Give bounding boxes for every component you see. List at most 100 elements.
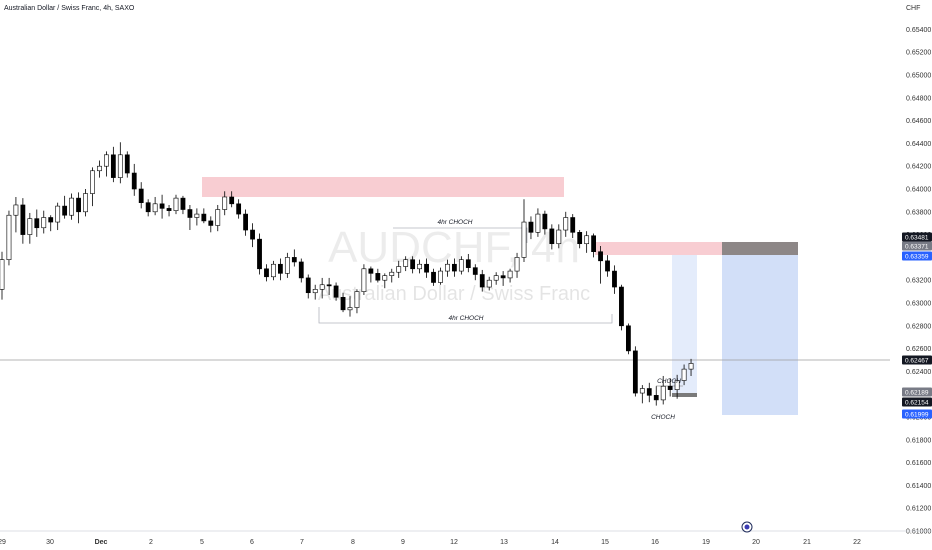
candle xyxy=(417,259,422,274)
y-tick-label: 0.62600 xyxy=(906,346,931,353)
candle xyxy=(152,196,158,216)
candle xyxy=(660,375,666,405)
bullish-candle-body xyxy=(535,213,541,233)
bearish-candle-body xyxy=(612,270,617,288)
bearish-candle-body xyxy=(542,213,548,230)
bullish-candle-body xyxy=(458,259,464,272)
bearish-candle-body xyxy=(291,257,297,263)
candle xyxy=(528,216,534,240)
candle xyxy=(117,142,123,184)
candle xyxy=(257,233,262,275)
logo-icon[interactable] xyxy=(741,521,753,533)
candle xyxy=(229,191,235,208)
currency-label: CHF xyxy=(906,5,920,12)
candle xyxy=(208,216,214,233)
annotations: 4hr CHOCH 4hr CHOCH CHOCH CHOCH xyxy=(437,219,681,421)
candle xyxy=(264,264,269,282)
time-axis[interactable]: 29 30 Dec 2 5 6 7 8 9 12 13 14 15 16 19 20 21 22 xyxy=(0,530,932,546)
bullish-candle-body xyxy=(584,235,590,245)
candle xyxy=(131,163,137,196)
x-tick-label: 12 xyxy=(450,539,458,546)
candle xyxy=(0,251,5,300)
x-tick-label: 6 xyxy=(250,539,254,546)
candle xyxy=(472,264,478,281)
x-tick-label: 16 xyxy=(651,539,659,546)
bearish-candle-body xyxy=(570,217,576,233)
candle xyxy=(632,346,638,397)
candle xyxy=(55,202,61,231)
price-badge-label: 0.61999 xyxy=(905,411,929,418)
bearish-candle-body xyxy=(605,260,610,272)
annotation-choch-small: CHOCH xyxy=(657,378,681,385)
candle xyxy=(639,385,645,404)
price-badge-label: 0.63481 xyxy=(905,234,929,241)
bullish-candle-body xyxy=(6,214,12,260)
candle xyxy=(347,296,353,317)
watermark-name: Australian Dollar / Swiss Franc xyxy=(318,283,590,305)
x-tick-label: 30 xyxy=(46,539,54,546)
y-tick-label: 0.62800 xyxy=(906,323,931,330)
bullish-candle-body xyxy=(83,193,88,213)
bearish-candle-body xyxy=(264,268,269,278)
candle xyxy=(201,208,207,224)
bullish-candle-body xyxy=(438,270,443,283)
candle xyxy=(97,160,102,178)
bullish-candle-body xyxy=(194,213,200,218)
supply-zone-upper[interactable] xyxy=(202,177,564,197)
bearish-candle-body xyxy=(48,217,54,223)
price-badge-label: 0.62154 xyxy=(905,399,929,406)
candle xyxy=(667,378,673,397)
bearish-candle-body xyxy=(646,388,652,396)
candle xyxy=(361,264,367,296)
bearish-candle-body xyxy=(333,285,339,298)
small-position-stop-zone[interactable] xyxy=(672,393,697,397)
x-tick-label: 9 xyxy=(401,539,405,546)
bullish-candle-body xyxy=(104,154,109,167)
bearish-candle-body xyxy=(298,261,304,279)
candle xyxy=(653,386,659,406)
candle xyxy=(194,208,200,226)
price-badge-label: 0.63371 xyxy=(905,243,929,250)
candle xyxy=(674,374,680,399)
price-axis[interactable]: 0.65400 0.65200 0.65000 0.64800 0.64600 0.644… xyxy=(906,27,931,536)
x-tick-label: 15 xyxy=(601,539,609,546)
x-tick-label: 20 xyxy=(752,539,760,546)
candle xyxy=(410,256,416,274)
position-target-zone[interactable] xyxy=(722,255,798,415)
candle xyxy=(389,268,395,283)
bullish-candle-body xyxy=(354,291,360,308)
candle xyxy=(431,268,436,286)
bullish-candle-body xyxy=(556,229,562,245)
candle xyxy=(598,246,603,284)
candle xyxy=(110,146,116,183)
candle xyxy=(271,260,276,281)
price-badge-label: 0.63359 xyxy=(905,253,929,260)
bearish-candle-body xyxy=(410,259,416,270)
x-tick-label: 29 xyxy=(0,539,6,546)
price-badge: 0.63371 xyxy=(902,241,932,251)
price-badge: 0.63481 xyxy=(902,232,932,242)
bullish-candle-body xyxy=(417,263,422,270)
candle xyxy=(556,224,562,249)
y-tick-label: 0.61400 xyxy=(906,483,931,490)
position-stop-zone[interactable] xyxy=(722,242,798,255)
candle xyxy=(451,258,457,277)
bearish-candle-body xyxy=(472,267,478,275)
x-tick-label: 5 xyxy=(200,539,204,546)
candle xyxy=(646,382,652,403)
candle xyxy=(319,277,325,299)
y-tick-label: 0.64400 xyxy=(906,141,931,148)
candle xyxy=(20,198,26,244)
candle xyxy=(124,151,130,178)
bearish-candle-body xyxy=(110,154,116,178)
candle xyxy=(403,256,409,272)
bearish-candle-body xyxy=(229,196,235,205)
candle xyxy=(549,224,555,250)
price-badge: 0.62467 xyxy=(902,355,932,365)
candle xyxy=(48,215,54,232)
y-tick-label: 0.63800 xyxy=(906,209,931,216)
bullish-candle-body xyxy=(27,218,33,235)
bearish-candle-body xyxy=(20,204,26,235)
